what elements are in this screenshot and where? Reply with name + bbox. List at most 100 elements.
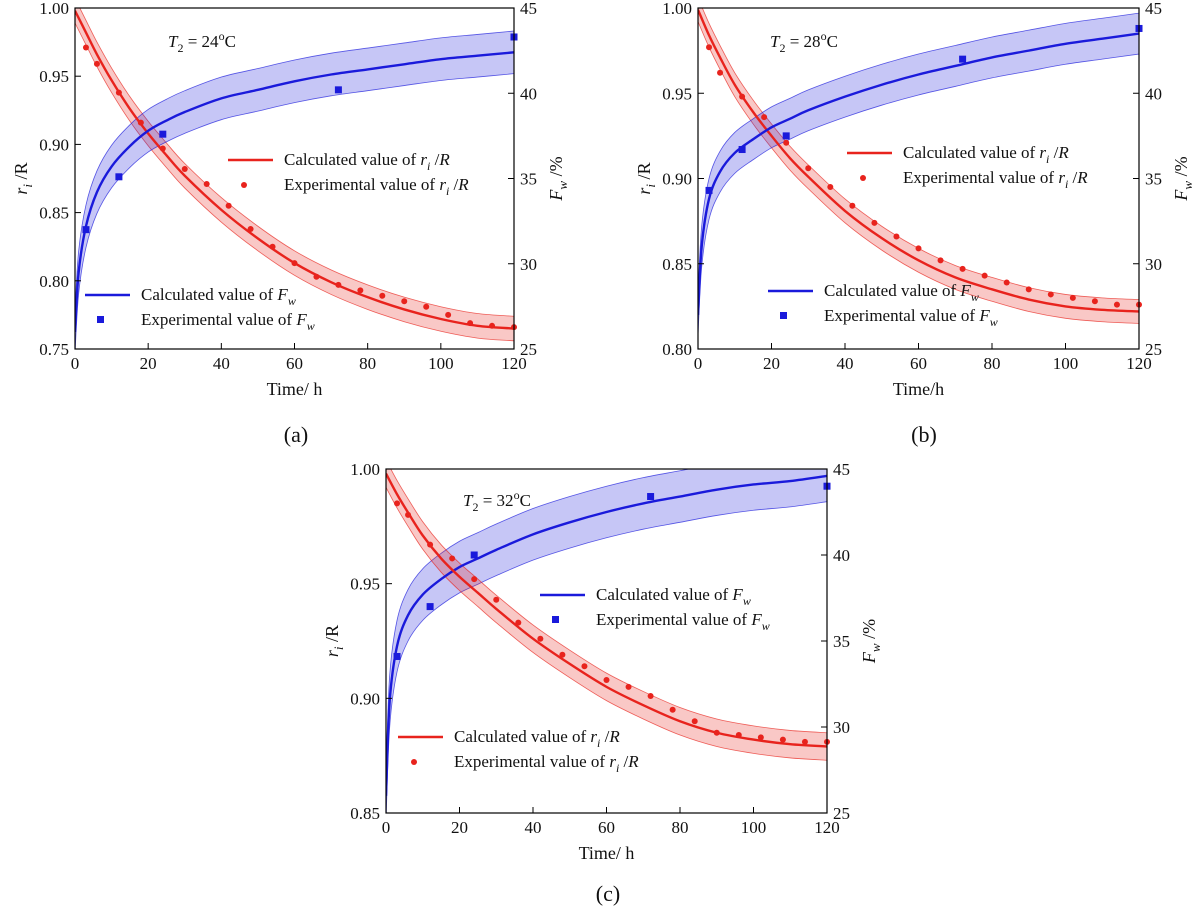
experimental-point-ri-r [335,281,342,288]
experimental-point-ri-r [717,69,724,76]
experimental-point-ri-r [1091,298,1098,305]
x-tick-label: 120 [1126,354,1152,373]
y-left-tick-label: 0.75 [39,340,69,359]
y-left-tick-label: 0.95 [39,67,69,86]
calculated-line-ri-r [698,9,1139,313]
experimental-point-ri-r [394,500,401,507]
chart-panel-1: 0 20 40 60 80 100 120 0.75 0.80 0.85 0.90 0.95 1.00 2… [11,0,570,447]
y-left-tick-label: 0.80 [39,272,69,291]
confidence-band-ri-r [386,469,827,761]
experimental-point-ri-r [181,165,188,172]
temperature-annotation: T2 = 24oC [168,29,236,55]
band-upper-edge [79,8,514,317]
band-lower-edge [698,53,1139,336]
y-right-tick-label: 35 [520,170,537,189]
experimental-point-ri-r [1113,301,1120,308]
x-axis-label: Time/ h [579,843,635,863]
y-right-tick-label: 30 [1145,255,1162,274]
experimental-point-fw [738,146,746,154]
band-lower-edge [698,21,1139,324]
legend-square-marker [552,616,559,623]
x-tick-label: 20 [451,818,468,837]
legend-square-marker [780,312,787,319]
experimental-point-fw [115,173,123,181]
experimental-point-ri-r [706,44,713,51]
y-right-tick-label: 40 [1145,84,1162,103]
legend-entry: Experimental value of ri /R [454,752,639,775]
experimental-point-ri-r [1069,294,1076,301]
x-tick-label: 40 [837,354,854,373]
experimental-point-ri-r [247,225,254,232]
y-left-axis-label: ri /R [11,162,35,194]
experimental-point-ri-r [669,706,676,713]
legend-entry: Experimental value of Fw [141,310,315,333]
experimental-point-fw [470,551,478,559]
experimental-point-ri-r [537,635,544,642]
plot-area [386,469,827,813]
x-tick-label: 0 [71,354,80,373]
calculated-line-ri-r [386,473,827,748]
band-upper-edge [75,30,514,311]
y-right-tick-label: 45 [833,460,850,479]
experimental-point-ri-r [691,718,698,725]
x-tick-label: 0 [694,354,703,373]
y-right-axis-label: Fw /% [1171,156,1195,201]
experimental-point-ri-r [849,202,856,209]
experimental-point-ri-r [739,93,746,100]
experimental-point-fw [393,652,401,660]
y-left-tick-label: 0.85 [662,255,692,274]
experimental-point-ri-r [379,292,386,299]
experimental-point-ri-r [489,322,496,329]
experimental-point-ri-r [493,596,500,603]
confidence-band-fw [75,31,514,349]
x-tick-label: 40 [525,818,542,837]
y-left-tick-label: 0.80 [662,340,692,359]
experimental-point-fw [334,86,342,94]
panel-caption: (b) [911,422,937,447]
y-left-tick-label: 0.90 [350,689,380,708]
legend-entry: Experimental value of Fw [824,306,998,329]
x-tick-label: 80 [984,354,1001,373]
experimental-point-ri-r [115,89,122,96]
y-left-tick-label: 0.90 [662,170,692,189]
panel-caption: (a) [284,422,308,447]
experimental-point-ri-r [559,651,566,658]
experimental-point-ri-r [915,245,922,252]
confidence-band-fw [698,13,1139,336]
x-tick-label: 80 [672,818,689,837]
y-right-tick-label: 40 [833,546,850,565]
experimental-point-ri-r [1025,286,1032,293]
experimental-point-ri-r [515,619,522,626]
legend-entry: Experimental value of Fw [596,610,770,633]
experimental-point-fw [782,132,790,140]
y-right-tick-label: 45 [1145,0,1162,18]
experimental-point-ri-r [779,736,786,743]
y-left-tick-label: 0.85 [39,204,69,223]
x-tick-label: 0 [382,818,391,837]
band-upper-edge [386,469,692,771]
experimental-point-ri-r [713,729,720,736]
experimental-point-ri-r [959,265,966,272]
legend-circle-marker [411,759,417,765]
y-left-tick-label: 0.85 [350,804,380,823]
band-upper-edge [701,8,1139,300]
experimental-point-ri-r [1047,291,1054,298]
y-right-axis-label: Fw /% [546,156,570,201]
experimental-point-ri-r [203,180,210,187]
panel-caption: (c) [596,881,620,906]
y-left-tick-label: 0.95 [662,84,692,103]
y-right-tick-label: 40 [520,84,537,103]
x-tick-label: 80 [359,354,376,373]
legend-entry: Calculated value of ri /R [284,150,450,173]
experimental-point-ri-r [805,165,812,172]
band-upper-edge [698,12,1139,295]
experimental-point-ri-r [937,257,944,264]
band-lower-edge [75,73,514,349]
legend-entry: Experimental value of ri /R [903,168,1088,191]
experimental-point-ri-r [893,233,900,240]
x-tick-label: 60 [598,818,615,837]
band-upper-edge [390,469,827,734]
experimental-point-ri-r [269,243,276,250]
x-tick-label: 120 [814,818,840,837]
experimental-point-ri-r [471,576,478,583]
